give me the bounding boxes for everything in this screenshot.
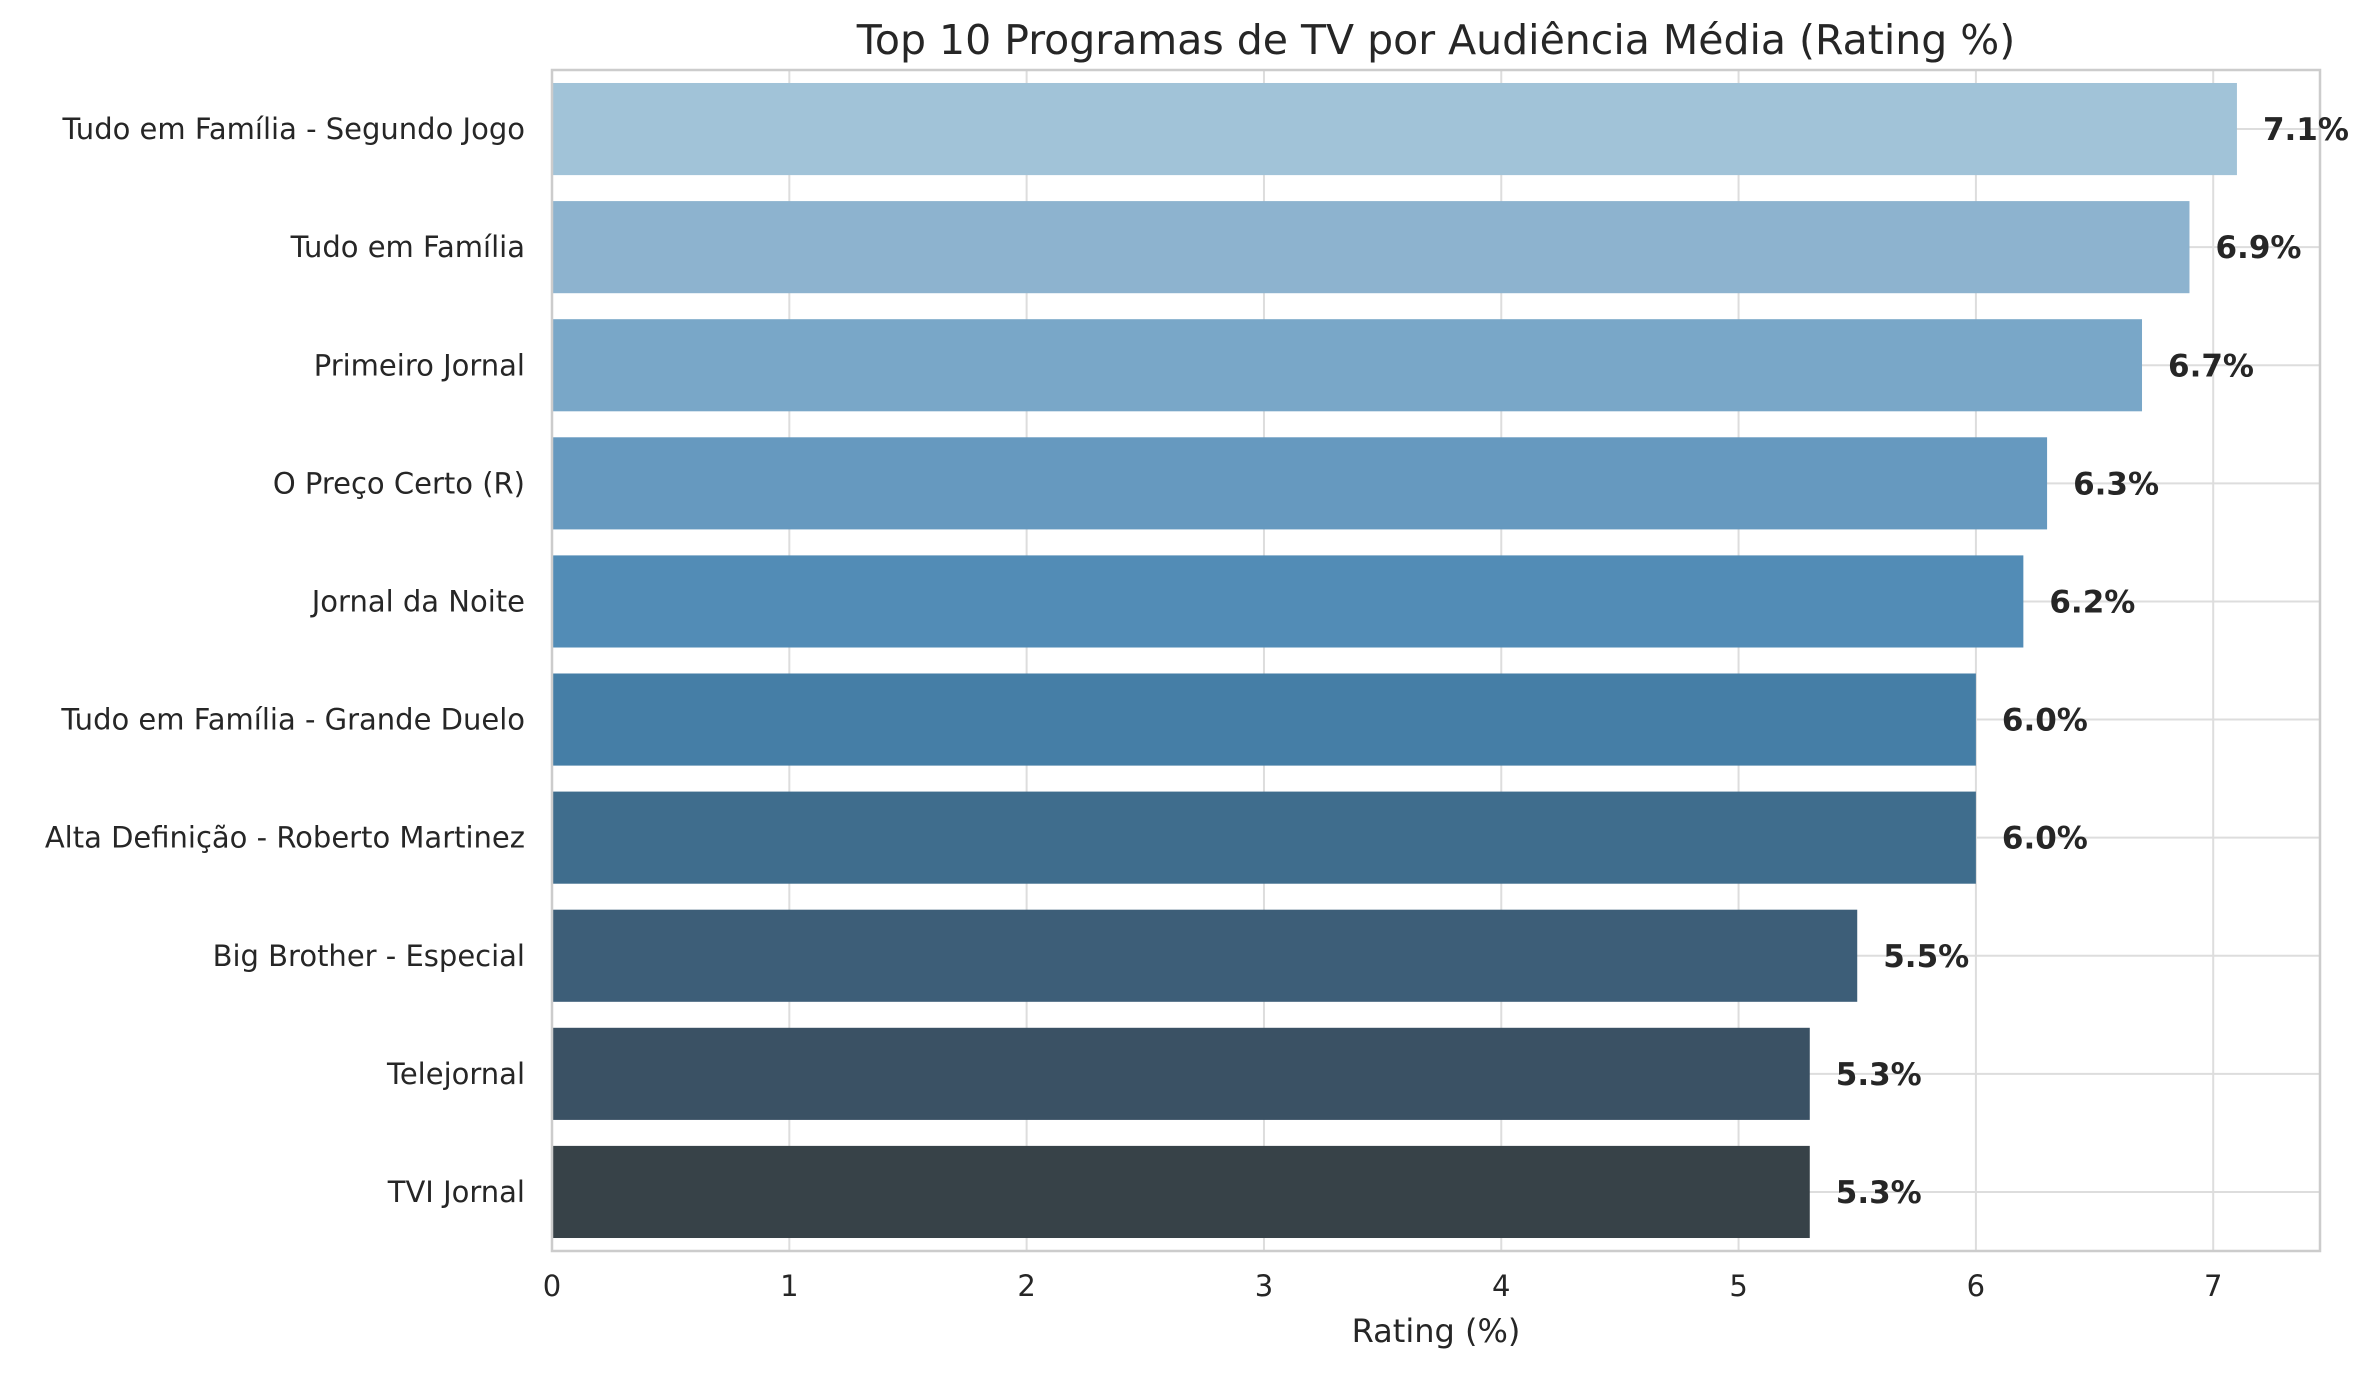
data-label: 7.1% [2263, 112, 2349, 148]
data-label: 6.3% [2073, 466, 2159, 502]
bar [552, 555, 2024, 648]
x-axis-label: Rating (%) [1352, 1312, 1521, 1350]
data-label: 6.0% [2002, 821, 2088, 857]
bar [552, 319, 2143, 412]
data-label: 6.2% [2049, 584, 2135, 620]
data-label: 5.5% [1883, 939, 1969, 975]
y-tick-label: O Preço Certo (R) [273, 466, 525, 500]
x-tick-label: 5 [1729, 1269, 1747, 1303]
data-label: 6.7% [2168, 348, 2254, 384]
y-tick-label: Tudo em Família - Grande Duelo [60, 703, 525, 737]
x-tick-label: 0 [543, 1269, 561, 1303]
x-tick-label: 2 [1017, 1269, 1035, 1303]
y-tick-label: Tudo em Família - Segundo Jogo [62, 112, 526, 146]
data-label: 5.3% [1836, 1175, 1922, 1211]
x-tick-label: 3 [1255, 1269, 1273, 1303]
plot-frame [550, 68, 2322, 1253]
x-tick-label: 1 [780, 1269, 798, 1303]
x-tick-label: 4 [1492, 1269, 1510, 1303]
data-label: 6.9% [2215, 230, 2301, 266]
bar [552, 1145, 1810, 1239]
bar [552, 437, 2048, 530]
y-tick-label: Jornal da Noite [310, 584, 525, 618]
plot-border [550, 68, 2322, 1253]
bar [552, 791, 1976, 884]
bar [552, 201, 2190, 294]
chart-title: Top 10 Programas de TV por Audiência Méd… [856, 16, 2015, 64]
x-tick-label: 7 [2204, 1269, 2222, 1303]
y-tick-label: Telejornal [386, 1057, 525, 1091]
x-tick-label: 6 [1967, 1269, 1985, 1303]
y-tick-label: Big Brother - Especial [213, 939, 525, 973]
y-tick-label: Tudo em Família [290, 230, 525, 264]
bar [552, 82, 2237, 176]
x-tick-labels: 0 1 2 3 4 5 6 7 [543, 1269, 2223, 1303]
data-labels: 7.1% 6.9% 6.7% 6.3% 6.2% 6.0% 6.0% 5.5% 5.3% 5.3% [1836, 112, 2349, 1211]
y-tick-label: TVI Jornal [387, 1175, 525, 1209]
data-label: 6.0% [2002, 703, 2088, 739]
bars [552, 82, 2237, 1239]
y-tick-label: Alta Definição - Roberto Martinez [45, 821, 525, 855]
y-tick-label: Primeiro Jornal [314, 348, 525, 382]
data-label: 5.3% [1836, 1057, 1922, 1093]
bar [552, 909, 1858, 1002]
bar [552, 1027, 1810, 1120]
y-tick-labels: Tudo em Família - Segundo Jogo Tudo em Fa… [45, 112, 525, 1209]
bar [552, 673, 1976, 766]
